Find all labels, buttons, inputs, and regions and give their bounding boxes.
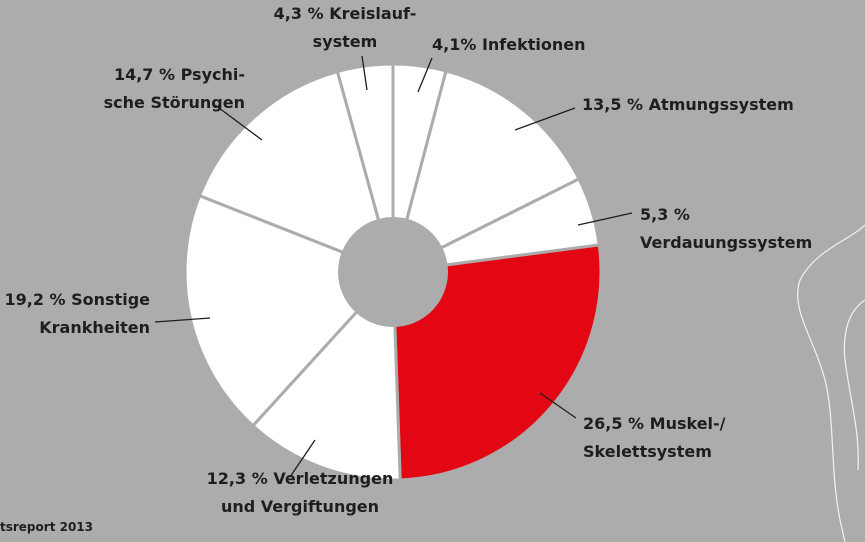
value-label: 5,3 % bbox=[640, 205, 690, 224]
slice-label: 4,1% Infektionen bbox=[432, 31, 632, 59]
body-outline bbox=[798, 225, 865, 542]
donut-hole bbox=[338, 217, 448, 327]
value-label: 4,3 % bbox=[274, 4, 324, 23]
source: tsreport 2013 bbox=[0, 520, 93, 534]
value-label: 26,5 % bbox=[583, 414, 644, 433]
category-label: Verdauungssystem bbox=[640, 233, 812, 252]
value-label: 12,3 % bbox=[207, 469, 268, 488]
category-label: Atmungssystem bbox=[649, 95, 794, 114]
category-label: Infektionen bbox=[482, 35, 586, 54]
slice-label: 19,2 % Sonstige Krankheiten bbox=[0, 286, 150, 342]
slice-label: 14,7 % Psychi- sche Störungen bbox=[45, 61, 245, 117]
page: tsreport 2013 4,1% Infektionen 13,5 % Atm… bbox=[0, 0, 865, 542]
value-label: 14,7 % bbox=[114, 65, 175, 84]
category-label: Kreislauf- system bbox=[313, 4, 417, 51]
slice-label: 12,3 % Verletzungen und Vergiftungen bbox=[180, 465, 420, 521]
slice-label: 26,5 % Muskel-/ Skelettsystem bbox=[583, 410, 783, 466]
slice-label: 4,3 % Kreislauf- system bbox=[245, 0, 445, 56]
value-label: 19,2 % bbox=[4, 290, 65, 309]
slice-label: 13,5 % Atmungssystem bbox=[582, 91, 832, 119]
value-label: 13,5 % bbox=[582, 95, 643, 114]
slice-label: 5,3 % Verdauungssystem bbox=[640, 201, 865, 257]
